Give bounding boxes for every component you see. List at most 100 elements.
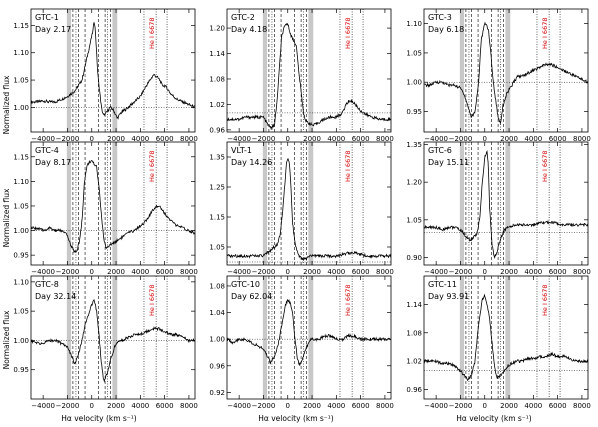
y-tick-label: 0.90: [406, 254, 422, 262]
panel-gtc-8: −4000 −2000 0 2000 4000 6000 8000 0.95 1.00 1.05 1…: [13, 275, 198, 410]
x-tick-label: 2000: [107, 135, 125, 143]
spectrum-line: [31, 299, 195, 383]
y-tick-label: 1.15: [13, 22, 29, 30]
x-tick-label: 4000: [327, 268, 345, 276]
panel-day: Day 62.04: [231, 292, 272, 301]
panel-name: GTC-11: [428, 280, 457, 289]
panel-frame: [226, 275, 392, 400]
panel-day: Day 8.17: [35, 158, 71, 167]
x-tick-label: −2000: [56, 402, 80, 410]
gray-band: [308, 142, 314, 265]
panel-frame: [226, 141, 392, 266]
y-tick-label: 1.08: [209, 282, 225, 290]
y-tick-label: 0.96: [209, 362, 225, 370]
y-tick-label: 1.14: [406, 301, 422, 309]
panel-gtc-11: −4000 −2000 0 2000 4000 6000 8000 0.96 1.02 1.08 1…: [406, 275, 591, 410]
gray-band: [112, 276, 118, 399]
x-tick-label: −4000: [424, 135, 448, 143]
gray-band: [262, 9, 268, 132]
x-tick-label: 4000: [131, 402, 149, 410]
y-tick-label: 1.05: [13, 308, 29, 316]
y-axis-title: Normalized flux: [2, 75, 11, 134]
panel-vlt-1: −4000 −2000 0 2000 4000 6000 8000 1.05 1.15 1.25 1…: [209, 141, 394, 276]
panel-gtc-3: −4000 −2000 0 2000 4000 6000 8000 0.95 1.00 1.05 1…: [406, 8, 591, 143]
y-tick-label: 1.14: [209, 50, 225, 58]
gray-band: [505, 276, 511, 399]
panel-name: GTC-1: [35, 13, 59, 22]
panel-frame: [423, 8, 589, 133]
x-tick-label: 8000: [573, 402, 591, 410]
panel-day: Day 15.11: [428, 158, 469, 167]
x-tick-label: −4000: [227, 135, 251, 143]
panel-gtc-10: −4000 −2000 0 2000 4000 6000 8000 0.92 0.96 1.00 1…: [209, 275, 394, 410]
spectrum-line: [424, 150, 588, 260]
gray-band: [505, 142, 511, 265]
y-tick-label: 1.05: [13, 202, 29, 210]
x-tick-label: 2000: [107, 268, 125, 276]
spectrum-line: [31, 22, 195, 120]
he-i-label: He I 6678: [148, 18, 156, 49]
x-axis-title: Hα velocity (km s⁻¹): [258, 414, 333, 423]
he-i-label: He I 6678: [148, 285, 156, 316]
x-tick-label: 4000: [327, 402, 345, 410]
x-tick-label: −2000: [449, 402, 473, 410]
x-tick-label: 6000: [352, 268, 370, 276]
x-tick-label: 2000: [303, 268, 321, 276]
spectrum-line: [424, 21, 588, 125]
x-tick-label: 6000: [352, 402, 370, 410]
y-tick-label: 1.05: [406, 216, 422, 224]
x-tick-label: −2000: [449, 268, 473, 276]
spectrum-line: [227, 157, 391, 262]
he-i-label: He I 6678: [148, 151, 156, 182]
y-tick-label: 1.00: [13, 227, 29, 235]
x-axis-title: Hα velocity (km s⁻¹): [456, 414, 531, 423]
x-tick-label: 4000: [131, 135, 149, 143]
y-tick-label: 0.96: [406, 386, 422, 394]
y-tick-label: 1.08: [209, 75, 225, 83]
gray-band: [459, 142, 465, 265]
x-tick-label: 8000: [376, 402, 394, 410]
x-tick-label: −4000: [227, 402, 251, 410]
x-tick-label: 6000: [549, 402, 567, 410]
x-tick-label: 0: [483, 135, 487, 143]
spectrum-line: [424, 293, 588, 382]
panel-gtc-2: −4000 −2000 0 2000 4000 6000 8000 0.96 1.02 1.08 1…: [209, 8, 394, 143]
y-tick-label: 1.02: [209, 101, 225, 109]
gray-band: [112, 9, 118, 132]
y-tick-label: 1.15: [13, 153, 29, 161]
x-tick-label: 0: [483, 402, 487, 410]
x-tick-label: 8000: [573, 268, 591, 276]
y-tick-label: 0.95: [13, 252, 29, 260]
y-tick-label: 1.15: [209, 214, 225, 222]
panel-day: Day 93.91: [428, 292, 469, 301]
x-tick-label: −2000: [252, 268, 276, 276]
x-tick-label: 8000: [180, 135, 198, 143]
x-tick-label: −4000: [227, 268, 251, 276]
he-i-label: He I 6678: [541, 285, 549, 316]
panel-name: VLT-1: [231, 146, 252, 155]
x-tick-label: −4000: [31, 402, 55, 410]
panel-day: Day 32.14: [35, 292, 76, 301]
y-tick-label: 1.35: [209, 154, 225, 162]
x-tick-label: 2000: [500, 135, 518, 143]
gray-band: [308, 9, 314, 132]
y-tick-label: 1.05: [13, 77, 29, 85]
y-tick-label: 1.20: [406, 179, 422, 187]
spectrum-line: [227, 298, 391, 366]
x-tick-label: −4000: [31, 135, 55, 143]
x-tick-label: 6000: [156, 268, 174, 276]
y-tick-label: 1.10: [406, 20, 422, 28]
x-tick-label: 2000: [500, 268, 518, 276]
x-tick-label: 0: [286, 402, 290, 410]
panel-gtc-1: −4000 −2000 0 2000 4000 6000 8000 1.00 1.05 1.10 1…: [13, 8, 198, 143]
x-tick-label: 6000: [156, 402, 174, 410]
he-i-label: He I 6678: [541, 151, 549, 182]
x-tick-label: 6000: [352, 135, 370, 143]
x-tick-label: −2000: [56, 268, 80, 276]
x-tick-label: 0: [483, 268, 487, 276]
y-tick-label: 1.00: [13, 104, 29, 112]
y-tick-label: 1.10: [13, 178, 29, 186]
x-tick-label: 4000: [524, 402, 542, 410]
x-tick-label: 8000: [180, 268, 198, 276]
